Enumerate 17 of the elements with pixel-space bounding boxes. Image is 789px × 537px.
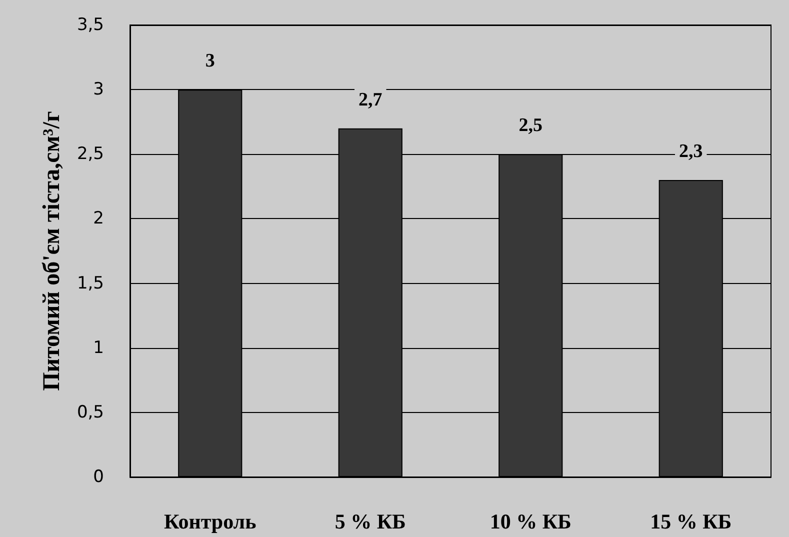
y-tick-label: 2	[93, 208, 104, 229]
data-label: 2,3	[679, 140, 703, 162]
y-tick-label: 3,5	[76, 15, 104, 35]
x-tick-label: 5 % КБ	[334, 510, 406, 534]
x-tick-label: 15 % КБ	[650, 510, 732, 534]
y-tick-label: 1,5	[76, 273, 104, 294]
x-tick-label: Контроль	[164, 510, 256, 534]
y-tick-label: 1	[93, 338, 104, 358]
data-label: 2,5	[518, 115, 542, 136]
y-tick-label: 2,5	[76, 144, 104, 164]
y-axis-title: Питомий об'єм тіста,см³/г	[39, 110, 65, 391]
y-tick-label: 3	[93, 80, 104, 100]
data-label: 2,7	[358, 89, 383, 110]
y-tick-label: 0	[93, 467, 104, 487]
data-label: 3	[205, 50, 215, 72]
x-tick-label: 10 % КБ	[490, 510, 572, 534]
y-tick-label: 0,5	[76, 402, 104, 422]
